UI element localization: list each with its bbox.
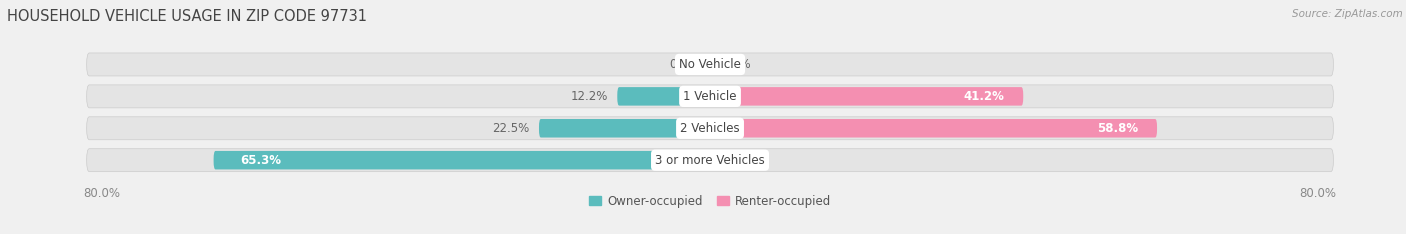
- FancyBboxPatch shape: [214, 151, 710, 169]
- FancyBboxPatch shape: [87, 117, 1333, 140]
- FancyBboxPatch shape: [538, 119, 710, 138]
- Text: 12.2%: 12.2%: [571, 90, 609, 103]
- Text: 58.8%: 58.8%: [1097, 122, 1137, 135]
- Text: 65.3%: 65.3%: [240, 154, 281, 167]
- Text: 0.0%: 0.0%: [721, 58, 751, 71]
- Text: Source: ZipAtlas.com: Source: ZipAtlas.com: [1292, 9, 1403, 19]
- FancyBboxPatch shape: [87, 53, 1333, 76]
- Text: 0.0%: 0.0%: [669, 58, 699, 71]
- Text: 22.5%: 22.5%: [492, 122, 530, 135]
- Legend: Owner-occupied, Renter-occupied: Owner-occupied, Renter-occupied: [589, 194, 831, 208]
- Text: 41.2%: 41.2%: [963, 90, 1004, 103]
- FancyBboxPatch shape: [87, 85, 1333, 108]
- Text: 1 Vehicle: 1 Vehicle: [683, 90, 737, 103]
- Text: 2 Vehicles: 2 Vehicles: [681, 122, 740, 135]
- Text: No Vehicle: No Vehicle: [679, 58, 741, 71]
- Text: 3 or more Vehicles: 3 or more Vehicles: [655, 154, 765, 167]
- FancyBboxPatch shape: [87, 149, 1333, 172]
- FancyBboxPatch shape: [710, 119, 1157, 138]
- Text: HOUSEHOLD VEHICLE USAGE IN ZIP CODE 97731: HOUSEHOLD VEHICLE USAGE IN ZIP CODE 9773…: [7, 9, 367, 24]
- Text: 0.0%: 0.0%: [721, 154, 751, 167]
- FancyBboxPatch shape: [617, 87, 710, 106]
- FancyBboxPatch shape: [710, 87, 1024, 106]
